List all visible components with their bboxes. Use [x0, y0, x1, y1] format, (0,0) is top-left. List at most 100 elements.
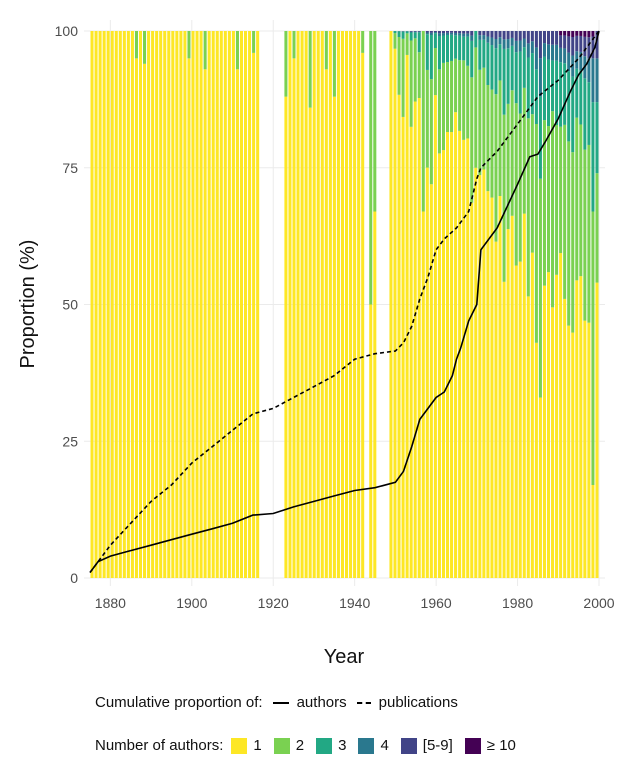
bar-segment — [482, 67, 486, 170]
bar-segment — [490, 31, 494, 38]
bar-segment — [583, 149, 587, 321]
bar-segment — [401, 116, 405, 578]
bar-segment — [583, 31, 587, 37]
bar-segment — [502, 281, 506, 578]
bar-segment — [555, 60, 559, 125]
bar-segment — [454, 58, 458, 113]
bar-segment — [397, 37, 401, 95]
bar-segment — [567, 31, 571, 37]
bar-segment — [506, 48, 510, 104]
bar-segment — [498, 37, 502, 45]
bar-segment — [559, 31, 563, 36]
bar-segment — [401, 38, 405, 117]
legend-cat-6: ≥ 10 — [486, 737, 516, 754]
legend-cumulative: Cumulative proportion of: authors public… — [95, 694, 458, 711]
bar-segment — [534, 31, 538, 48]
bar-segment — [227, 31, 231, 578]
bar-segment — [98, 31, 102, 578]
bar-segment — [534, 342, 538, 578]
bar-segment — [559, 253, 563, 578]
bar-segment — [555, 44, 559, 61]
bar-segment — [470, 77, 474, 203]
bar-segment — [595, 58, 599, 103]
bar-segment — [199, 31, 203, 578]
swatch-2 — [273, 737, 290, 754]
bar-segment — [583, 36, 587, 57]
swatch-5-9 — [400, 737, 417, 754]
bar-segment — [332, 31, 336, 97]
bar-segment — [502, 39, 506, 49]
bar-segment — [470, 31, 474, 36]
bar-segment — [595, 173, 599, 283]
legend-cat-3: 3 — [338, 737, 347, 754]
bar-segment — [506, 103, 510, 230]
bar-segment — [187, 58, 191, 579]
bar-segment — [441, 35, 445, 63]
bar-segment — [538, 31, 542, 59]
x-tick-label: 1960 — [421, 595, 452, 611]
bar-segment — [102, 31, 106, 578]
bar-segment — [551, 307, 555, 578]
bar-segment — [526, 31, 530, 44]
bar-segment — [591, 31, 595, 37]
y-tick-label: 75 — [62, 160, 78, 176]
bar-segment — [510, 45, 514, 91]
bar-segment — [445, 132, 450, 578]
bar-segment — [244, 31, 248, 578]
bar-segment — [526, 296, 530, 578]
bar-segment — [397, 94, 401, 578]
bar-segment — [433, 31, 437, 33]
bar-segment — [478, 69, 482, 176]
bar-segment — [571, 36, 575, 56]
bar-segment — [171, 31, 175, 578]
bar-segment — [502, 31, 506, 40]
bar-segment — [482, 39, 486, 68]
bar-segment — [425, 34, 429, 70]
bar-segment — [567, 141, 571, 326]
bar-segment — [369, 304, 373, 578]
bar-segment — [239, 31, 244, 578]
bar-segment — [409, 32, 413, 41]
bar-segment — [546, 126, 551, 273]
bar-segment — [486, 42, 490, 85]
bar-segment — [215, 31, 219, 578]
bar-segment — [292, 31, 296, 59]
bar-segment — [579, 31, 583, 36]
legend-number-label: Number of authors: — [95, 737, 224, 754]
bar-segment — [207, 31, 211, 578]
bar-segment — [143, 63, 147, 578]
bar-segment — [559, 126, 563, 254]
bar-segment — [466, 138, 470, 578]
bar-segment — [591, 102, 595, 212]
bar-segment — [462, 36, 466, 61]
bar-segment — [454, 112, 458, 578]
bar-segment — [462, 60, 466, 140]
bar-segment — [502, 114, 506, 282]
bar-segment — [312, 31, 316, 578]
bar-segment — [591, 211, 595, 486]
bar-segment — [345, 31, 349, 578]
bar-segment — [571, 76, 575, 153]
bar-segment — [425, 167, 429, 579]
bar-segment — [179, 31, 183, 578]
bar-segment — [551, 31, 555, 45]
bar-segment — [252, 31, 256, 53]
bar-segment — [248, 31, 252, 578]
bar-segment — [130, 31, 134, 578]
bar-segment — [510, 31, 514, 38]
bar-segment — [433, 48, 437, 96]
bar-segment — [134, 31, 138, 59]
bar-segment — [546, 31, 551, 45]
bar-segment — [494, 94, 498, 242]
bar-segment — [389, 31, 393, 578]
bar-segment — [373, 211, 377, 578]
bar-segment — [191, 31, 195, 578]
bar-segment — [575, 280, 579, 578]
bar-segment — [445, 32, 450, 35]
bar-segment — [369, 31, 373, 305]
bar-segment — [450, 32, 454, 35]
bar-segment — [490, 45, 494, 90]
bar-segment — [441, 150, 445, 578]
bar-segment — [526, 43, 530, 58]
bar-segment — [409, 31, 413, 33]
